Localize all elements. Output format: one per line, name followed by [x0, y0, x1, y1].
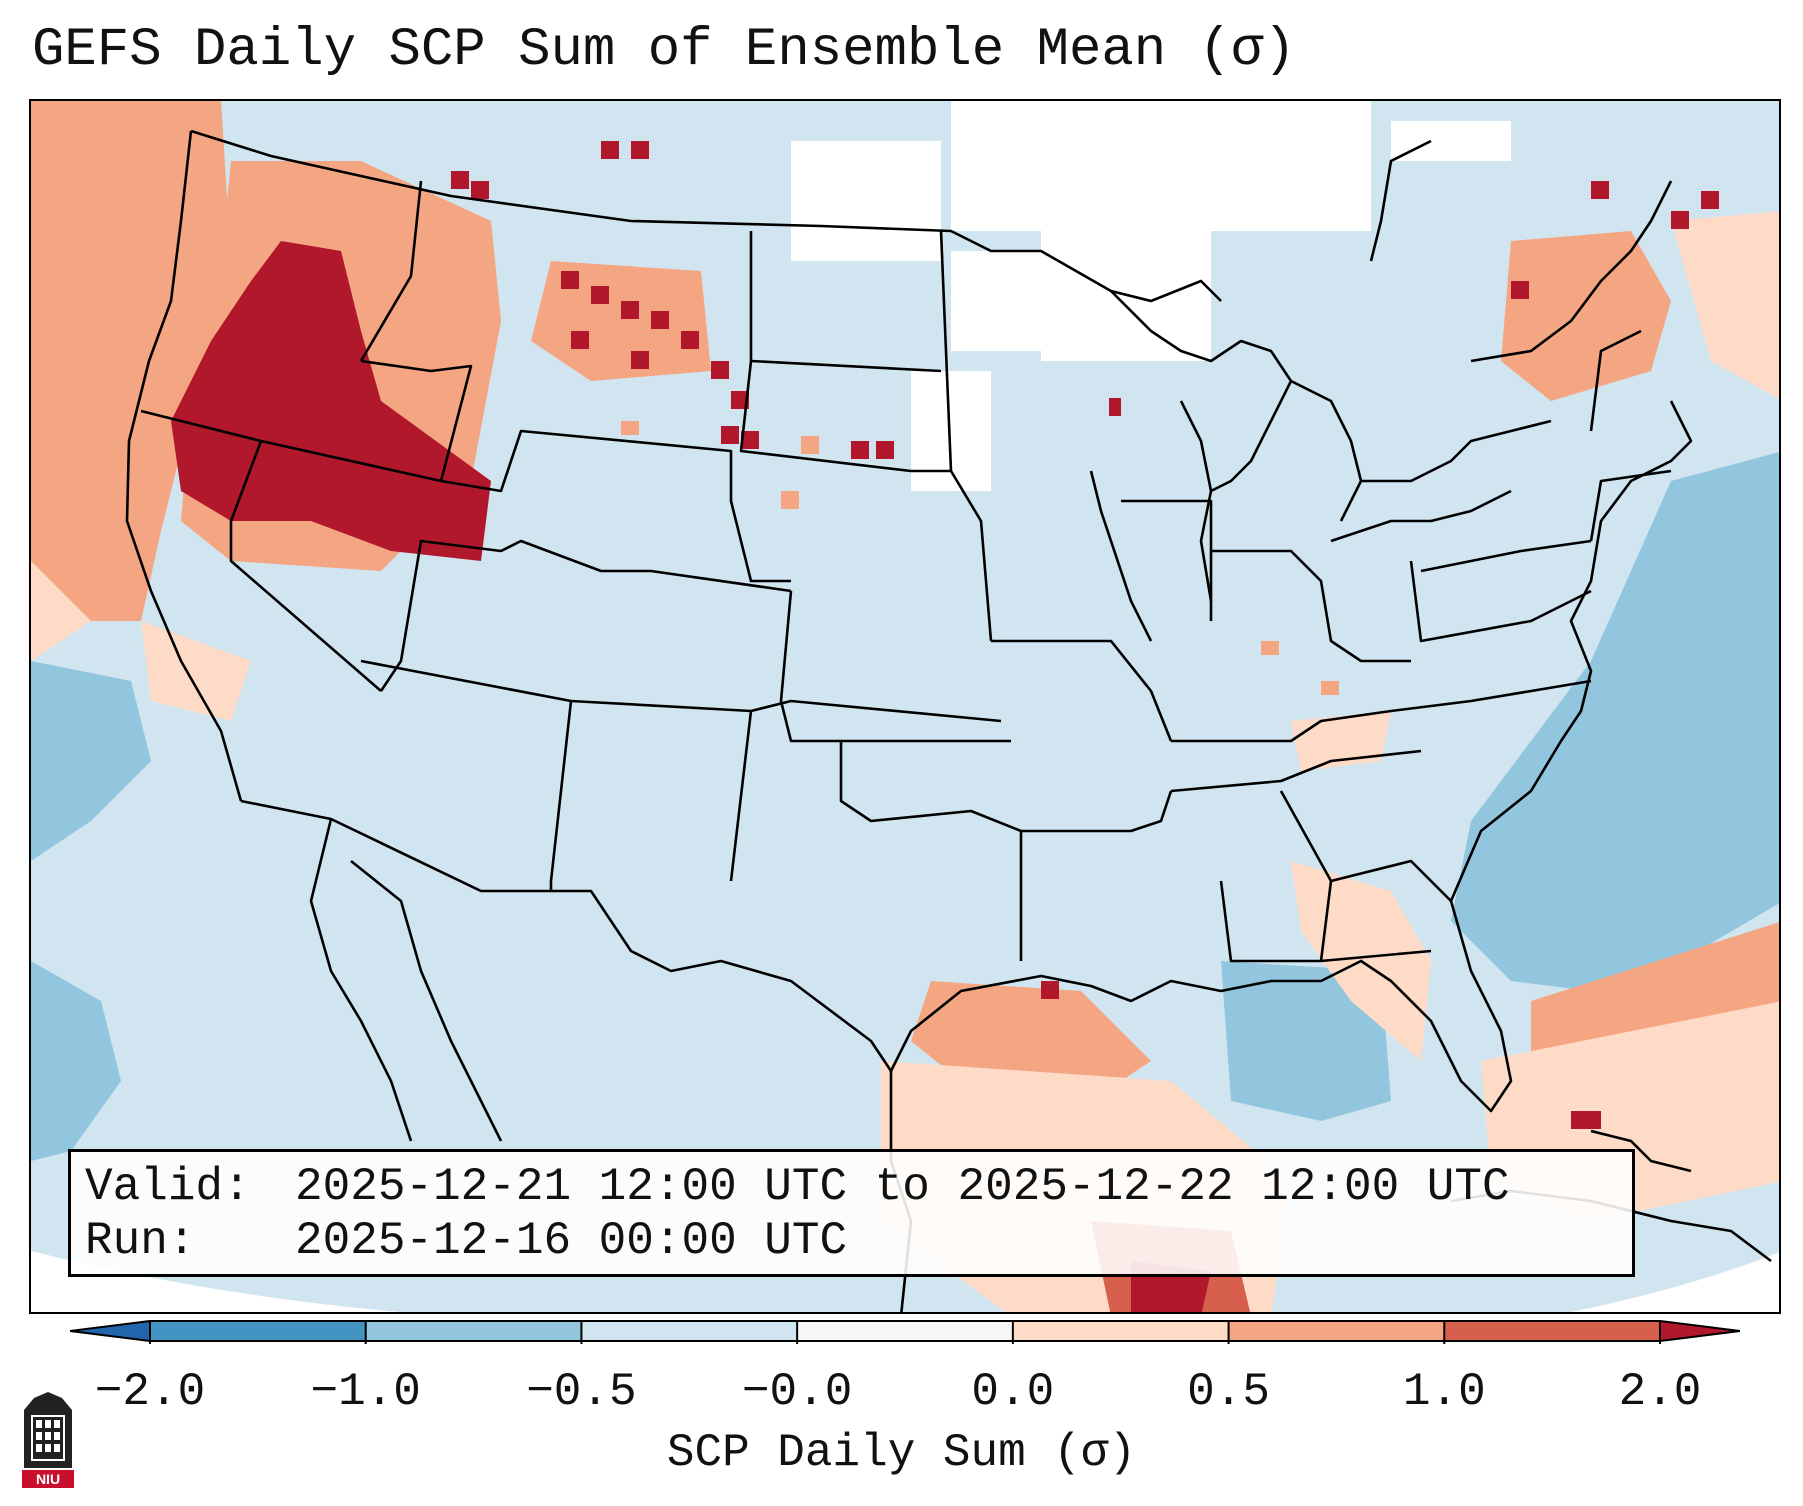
valid-value: 2025-12-21 12:00 UTC to 2025-12-22 12:00…	[295, 1161, 1510, 1213]
colorbar-bin-2	[581, 1321, 798, 1341]
valid-label: Valid:	[85, 1161, 251, 1213]
colorbar-tick-label: 0.5	[1187, 1366, 1270, 1418]
colorbar-tick-label: 2.0	[1618, 1366, 1702, 1418]
colorbar-bin-6	[1444, 1321, 1661, 1341]
projection-corner-left	[31, 1251, 400, 1312]
colorbar-tick-label: 1.0	[1402, 1366, 1486, 1418]
valid-row: Valid: 2025-12-21 12:00 UTC to 2025-12-2…	[85, 1160, 1618, 1214]
niu-logo: NIU	[22, 1392, 74, 1488]
run-value: 2025-12-16 00:00 UTC	[295, 1215, 848, 1267]
colorbar-under-arrow	[70, 1320, 151, 1342]
colorbar-bin-3	[797, 1321, 1014, 1341]
colorbar-tick-label: 0.0	[971, 1366, 1055, 1418]
map-canvas	[31, 101, 1779, 1312]
colorbar-bin-4	[1012, 1321, 1230, 1341]
map-title: GEFS Daily SCP Sum of Ensemble Mean (σ)	[32, 20, 1296, 81]
validity-info-box: Valid: 2025-12-21 12:00 UTC to 2025-12-2…	[68, 1149, 1635, 1277]
colorbar-bin-0	[150, 1321, 367, 1341]
colorbar-bin-1	[365, 1321, 582, 1341]
canada-no-data-region	[791, 101, 1511, 491]
logo-text: NIU	[36, 1471, 60, 1487]
colorbar	[70, 1320, 1740, 1344]
colorbar-over-arrow	[1659, 1320, 1740, 1342]
map-panel[interactable]: Valid: 2025-12-21 12:00 UTC to 2025-12-2…	[29, 99, 1781, 1314]
moderate-anomaly-cells	[621, 421, 1339, 695]
colorbar-tick-label: −2.0	[94, 1366, 206, 1418]
colorbar-tick-label: −0.5	[526, 1366, 637, 1418]
run-label: Run:	[85, 1215, 196, 1267]
negative-anomaly-regions	[31, 452, 1779, 1161]
colorbar-title: SCP Daily Sum (σ)	[666, 1427, 1137, 1479]
political-boundaries	[125, 129, 1772, 1312]
run-row: Run: 2025-12-16 00:00 UTC	[85, 1214, 1618, 1268]
colorbar-tick-label: −1.0	[310, 1366, 421, 1418]
strong-anomaly-cells	[451, 141, 1719, 1129]
projection-corner-right	[1571, 1252, 1779, 1312]
colorbar-bin-5	[1228, 1321, 1445, 1341]
colorbar-tick-label: −0.0	[741, 1366, 853, 1418]
